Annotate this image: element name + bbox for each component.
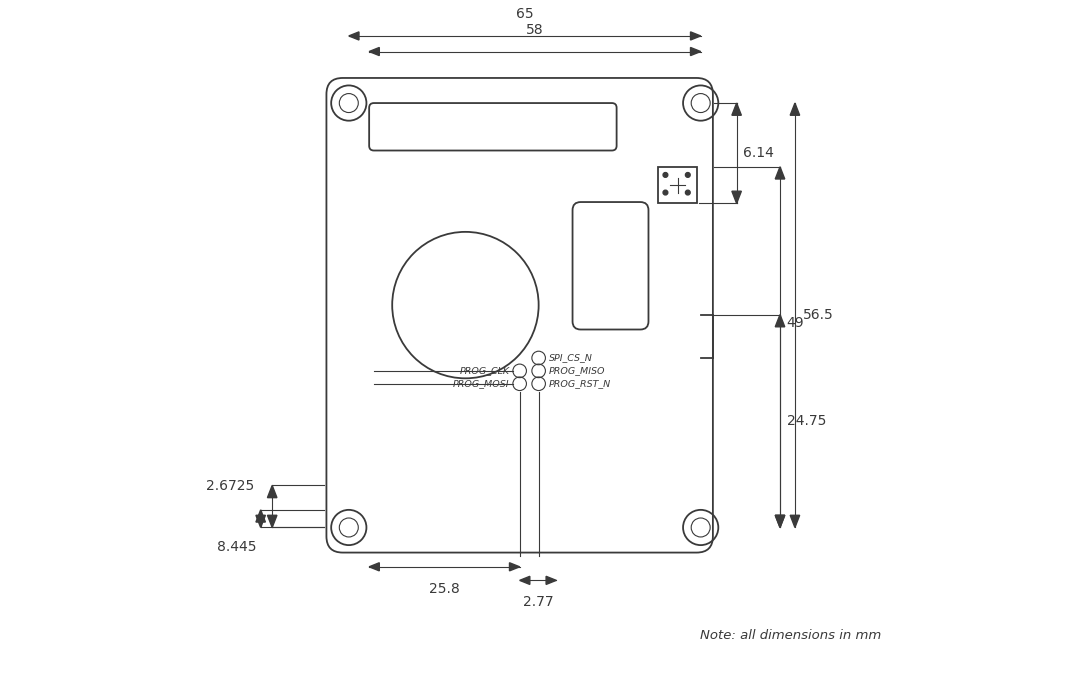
Polygon shape bbox=[690, 32, 701, 40]
Polygon shape bbox=[519, 576, 530, 584]
Text: Note: all dimensions in mm: Note: all dimensions in mm bbox=[700, 629, 881, 643]
Polygon shape bbox=[690, 47, 701, 56]
Text: 24.75: 24.75 bbox=[787, 414, 826, 428]
Text: 6.14: 6.14 bbox=[743, 146, 774, 160]
Polygon shape bbox=[369, 563, 379, 571]
Circle shape bbox=[663, 191, 667, 195]
Bar bbox=[658, 167, 698, 203]
Polygon shape bbox=[791, 103, 799, 115]
Polygon shape bbox=[268, 485, 276, 498]
Polygon shape bbox=[369, 47, 379, 56]
Polygon shape bbox=[775, 515, 785, 527]
Text: 58: 58 bbox=[526, 22, 543, 37]
Text: 8.445: 8.445 bbox=[217, 540, 256, 554]
Text: PROG_CLK: PROG_CLK bbox=[459, 366, 510, 376]
Polygon shape bbox=[349, 32, 359, 40]
Polygon shape bbox=[510, 563, 519, 571]
Text: 49: 49 bbox=[787, 317, 805, 330]
Polygon shape bbox=[732, 103, 741, 115]
Polygon shape bbox=[775, 315, 785, 327]
Text: SPI_CS_N: SPI_CS_N bbox=[549, 353, 593, 363]
Polygon shape bbox=[546, 576, 556, 584]
Text: 2.77: 2.77 bbox=[523, 595, 553, 610]
Text: 25.8: 25.8 bbox=[429, 582, 460, 596]
Circle shape bbox=[686, 191, 690, 195]
Text: 56.5: 56.5 bbox=[804, 308, 834, 322]
Polygon shape bbox=[791, 515, 799, 527]
Polygon shape bbox=[732, 191, 741, 203]
Circle shape bbox=[686, 172, 690, 177]
Text: PROG_MISO: PROG_MISO bbox=[549, 366, 605, 376]
Text: 2.6725: 2.6725 bbox=[206, 479, 255, 493]
Polygon shape bbox=[256, 515, 266, 527]
Text: PROG_RST_N: PROG_RST_N bbox=[549, 379, 611, 388]
Circle shape bbox=[663, 172, 667, 177]
Polygon shape bbox=[256, 510, 266, 522]
Text: 65: 65 bbox=[516, 7, 534, 21]
Polygon shape bbox=[268, 515, 276, 527]
Text: PROG_MOSI: PROG_MOSI bbox=[453, 379, 510, 388]
Polygon shape bbox=[775, 515, 785, 527]
Polygon shape bbox=[775, 167, 785, 179]
